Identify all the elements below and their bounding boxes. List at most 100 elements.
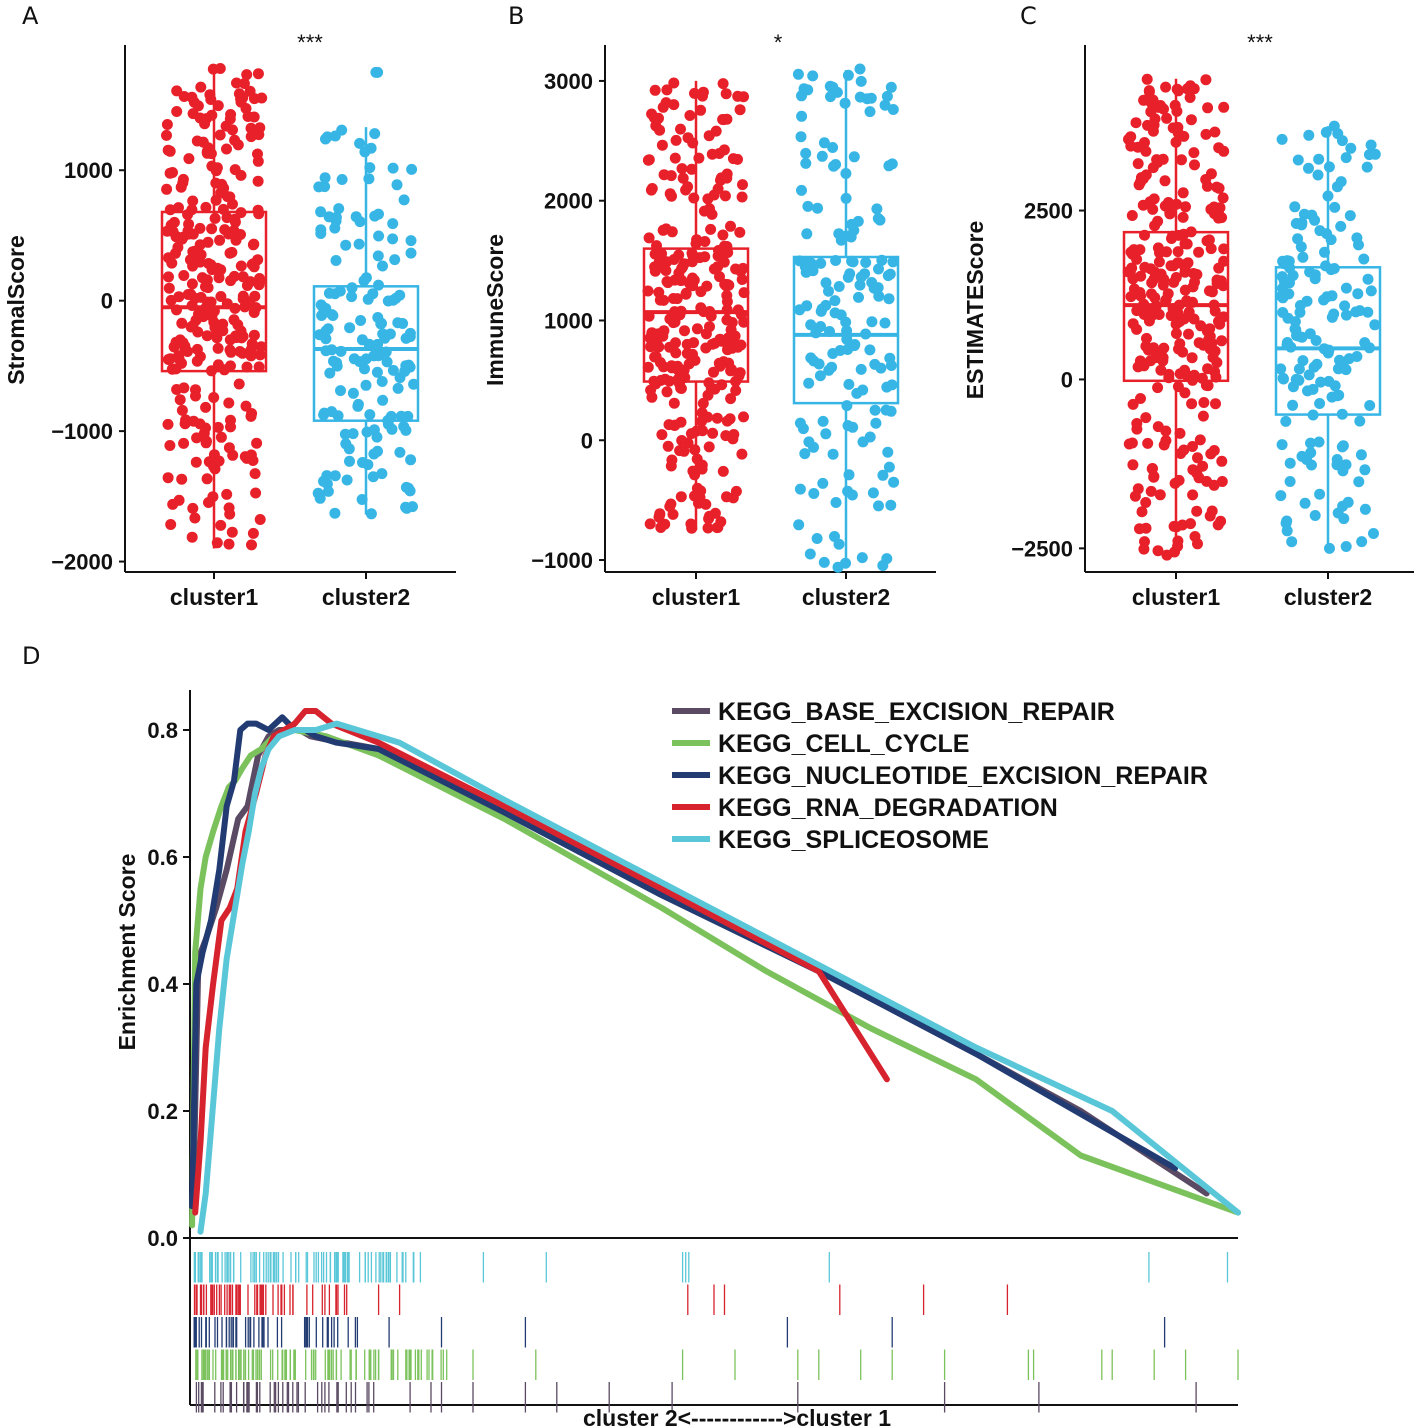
data-point-cluster2 [1369, 319, 1381, 331]
significance-b: * [774, 30, 783, 55]
data-point-cluster2 [869, 358, 881, 370]
data-point-cluster2 [1305, 447, 1317, 459]
data-point-cluster1 [189, 512, 201, 524]
data-point-cluster1 [1213, 182, 1225, 194]
data-point-cluster2 [391, 179, 403, 191]
data-point-cluster1 [654, 124, 666, 136]
data-point-cluster1 [698, 205, 710, 217]
data-point-cluster2 [1353, 476, 1365, 488]
data-point-cluster1 [673, 249, 685, 261]
data-point-cluster2 [796, 90, 807, 102]
data-point-cluster2 [829, 295, 841, 307]
data-point-cluster2 [1280, 415, 1292, 427]
data-point-cluster2 [802, 256, 814, 268]
data-point-cluster1 [162, 472, 174, 484]
data-point-cluster2 [329, 507, 341, 519]
data-point-cluster1 [656, 248, 668, 260]
data-point-cluster1 [1187, 489, 1199, 501]
data-point-cluster2 [882, 446, 894, 458]
data-point-cluster1 [1174, 315, 1186, 327]
data-point-cluster2 [344, 455, 355, 467]
data-point-cluster2 [358, 275, 370, 287]
data-point-cluster2 [865, 92, 877, 104]
data-point-cluster1 [732, 90, 744, 102]
data-point-cluster1 [653, 511, 665, 523]
data-point-cluster1 [736, 274, 748, 285]
data-point-cluster1 [201, 330, 213, 342]
x-tick-label-c: cluster2 [1284, 584, 1372, 610]
data-point-cluster2 [315, 224, 327, 236]
data-point-cluster1 [1177, 211, 1189, 223]
y-tick-label-b: 2000 [544, 189, 593, 214]
data-point-cluster1 [1159, 175, 1171, 187]
data-point-cluster2 [1314, 488, 1326, 500]
data-point-cluster2 [329, 288, 341, 300]
data-point-cluster1 [656, 139, 668, 151]
data-point-cluster1 [1161, 549, 1173, 561]
data-point-cluster1 [1131, 423, 1143, 435]
data-point-cluster1 [232, 319, 244, 331]
data-point-cluster1 [1218, 145, 1230, 157]
data-point-cluster1 [186, 278, 198, 290]
data-point-cluster1 [165, 519, 177, 530]
data-point-cluster1 [719, 278, 731, 290]
data-point-cluster2 [856, 552, 868, 564]
data-point-cluster2 [1323, 161, 1335, 173]
data-point-cluster1 [715, 516, 727, 528]
data-point-cluster1 [670, 337, 681, 349]
data-point-cluster2 [794, 417, 806, 429]
data-point-cluster1 [1165, 310, 1177, 322]
data-point-cluster2 [1293, 374, 1305, 386]
data-point-cluster1 [223, 502, 235, 514]
data-point-cluster2 [329, 470, 341, 482]
data-point-cluster2 [1323, 375, 1335, 387]
data-point-cluster2 [817, 415, 829, 427]
data-point-cluster1 [254, 349, 266, 361]
data-point-cluster2 [1328, 308, 1340, 320]
data-point-cluster1 [717, 465, 729, 477]
data-point-cluster1 [205, 296, 217, 308]
significance-a: *** [297, 30, 323, 55]
data-point-cluster1 [1206, 286, 1218, 298]
data-point-cluster1 [218, 182, 230, 194]
data-point-cluster1 [653, 256, 665, 268]
data-point-cluster1 [1204, 323, 1216, 335]
data-point-cluster2 [1305, 437, 1316, 449]
data-point-cluster1 [678, 445, 690, 457]
data-point-cluster1 [736, 191, 748, 203]
data-point-cluster2 [847, 421, 859, 433]
data-point-cluster2 [813, 358, 825, 370]
data-point-cluster2 [1336, 135, 1348, 147]
data-point-cluster1 [717, 229, 729, 241]
data-point-cluster1 [1145, 485, 1157, 497]
data-point-cluster2 [849, 339, 861, 350]
data-point-cluster2 [811, 533, 823, 544]
data-point-cluster1 [721, 172, 733, 184]
data-point-cluster2 [864, 344, 876, 356]
data-point-cluster2 [362, 293, 374, 305]
data-point-cluster1 [190, 384, 201, 396]
data-point-cluster2 [405, 454, 417, 466]
data-point-cluster2 [1361, 161, 1373, 173]
data-point-cluster2 [857, 384, 869, 396]
data-point-cluster1 [214, 63, 226, 74]
data-point-cluster2 [808, 488, 820, 499]
data-point-cluster1 [1186, 352, 1198, 364]
data-point-cluster1 [712, 261, 724, 273]
data-point-cluster1 [722, 332, 734, 344]
data-point-cluster1 [178, 437, 190, 449]
data-point-cluster1 [166, 363, 178, 375]
data-point-cluster1 [241, 361, 253, 373]
data-point-cluster2 [854, 63, 866, 75]
data-point-cluster1 [221, 212, 233, 224]
data-point-cluster1 [195, 81, 207, 93]
data-point-cluster1 [679, 372, 691, 383]
data-point-cluster2 [848, 151, 860, 163]
data-point-cluster1 [196, 272, 208, 284]
data-point-cluster1 [1179, 266, 1191, 278]
data-point-cluster1 [725, 393, 737, 405]
data-point-cluster1 [1186, 398, 1198, 410]
data-point-cluster1 [697, 425, 708, 437]
data-point-cluster2 [405, 235, 417, 247]
